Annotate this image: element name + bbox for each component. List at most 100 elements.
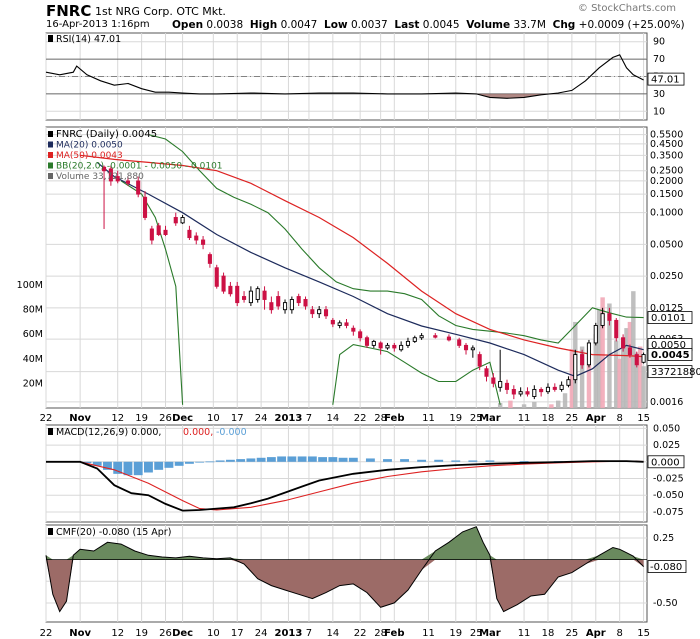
last-label: Last <box>394 19 420 31</box>
price-label-value: 0.0045 <box>651 350 690 361</box>
candle-body <box>180 217 185 224</box>
x-tick-label-upper: 24 <box>255 413 268 424</box>
candle-body <box>552 386 557 390</box>
rsi-last-box <box>647 72 685 86</box>
candle-body <box>248 290 253 304</box>
candle-body <box>142 196 148 218</box>
company-name: 1st NRG Corp. OTC Mkt. <box>95 5 226 18</box>
price-tick-label: 0.0125 <box>650 303 683 314</box>
candle-body <box>187 229 192 239</box>
cmf-last-value: -0.080 <box>650 562 682 573</box>
price-label-value: 0.0101 <box>651 313 686 324</box>
price-tick-label: 0.0250 <box>650 271 683 282</box>
candle-body <box>303 299 308 307</box>
quote-stats: Open 0.0038 High 0.0047 Low 0.0037 Last … <box>172 19 685 31</box>
price-label-box <box>647 311 693 324</box>
macd-panel <box>45 424 648 523</box>
price-legend-item: FNRC (Daily) 0.0045 <box>56 129 157 140</box>
macd-histogram-bar <box>318 457 328 462</box>
volume-bar <box>497 403 503 408</box>
chg-label: Chg <box>552 19 576 31</box>
low-label: Low <box>324 19 348 31</box>
macd-histogram-bar <box>236 459 246 462</box>
x-tick-label-lower: 26 <box>159 628 172 639</box>
candle-body <box>634 354 639 366</box>
macd-tick-label: 0.050 <box>653 423 680 434</box>
candle-body <box>289 299 294 311</box>
x-tick-label-upper: 10 <box>207 413 220 424</box>
macd-histogram-bar <box>297 456 307 462</box>
macd-legend-hist: -0.000 <box>216 427 247 438</box>
low-value: 0.0037 <box>350 19 388 31</box>
open-label: Open <box>172 19 204 31</box>
macd-histogram-bar <box>82 461 92 464</box>
price-panel <box>45 126 648 409</box>
last-value: 0.0045 <box>422 19 460 31</box>
cmf-tick-label: -0.50 <box>653 598 678 609</box>
candle-body <box>378 342 383 349</box>
x-tick-label-lower: 11 <box>422 628 435 639</box>
macd-histogram-bar <box>113 461 123 474</box>
macd-histogram-bar <box>417 459 427 462</box>
price-tick-label: 0.5500 <box>650 130 683 141</box>
price-tick-label: 0.4500 <box>650 139 683 150</box>
x-tick-label-upper: 11 <box>518 413 531 424</box>
candle-body <box>457 339 462 346</box>
price-legend-swatch <box>48 162 53 169</box>
candle-body <box>477 354 482 367</box>
candle-body <box>136 180 141 195</box>
x-tick-label-lower: Apr <box>586 628 606 639</box>
x-tick-label-lower: 12 <box>111 628 124 639</box>
x-tick-label-upper: 25 <box>470 413 483 424</box>
candle-body <box>125 180 131 184</box>
candle-body <box>255 288 260 300</box>
volume-value: 33.7M <box>513 19 546 31</box>
candle-body <box>627 347 632 356</box>
x-tick-label-upper: 7 <box>306 413 312 424</box>
x-tick-label-upper: 2013 <box>275 413 303 424</box>
candle-body <box>385 344 390 349</box>
candle-body <box>463 344 469 351</box>
macd-histogram-bar <box>103 461 112 470</box>
x-tick-label-lower: 28 <box>374 628 387 639</box>
x-tick-label-upper: 22 <box>40 413 53 424</box>
candle-body <box>371 340 376 346</box>
macd-tick-label: -0.075 <box>653 507 684 518</box>
candle-body <box>491 377 496 384</box>
x-tick-label-lower: 7 <box>306 628 312 639</box>
macd-histogram-bar <box>154 461 164 470</box>
candle-body <box>149 228 154 241</box>
candle-body <box>317 309 322 315</box>
volume-bar <box>532 401 537 408</box>
macd-histogram-bar <box>225 459 235 462</box>
price-legend-item: MA(50) 0.0043 <box>56 151 123 161</box>
candle-body <box>580 354 585 366</box>
candle-body <box>573 354 578 381</box>
volume-bar <box>562 393 568 408</box>
macd-histogram-bar <box>328 457 338 462</box>
volume-tick-label: 80M <box>23 305 43 316</box>
x-tick-label-upper: Dec <box>172 413 193 424</box>
price-label-box <box>647 365 693 379</box>
candle-body <box>276 296 281 307</box>
rsi-legend: RSI(14) 47.01 <box>56 34 121 45</box>
rsi-tick-label: 90 <box>653 37 665 48</box>
macd-legend-swatch <box>48 428 53 435</box>
x-tick-label-upper: 25 <box>566 413 579 424</box>
candle-body <box>364 337 370 346</box>
candle-body <box>108 168 113 182</box>
price-tick-label: 0.0500 <box>650 239 683 250</box>
x-tick-label-upper: 17 <box>231 413 244 424</box>
cmf-negative-area <box>46 559 644 612</box>
x-tick-label-upper: 19 <box>135 413 148 424</box>
x-tick-label-lower: 25 <box>566 628 579 639</box>
x-tick-label-upper: 11 <box>422 413 435 424</box>
candle-body <box>433 335 438 338</box>
volume-bar <box>549 404 554 408</box>
candle-body <box>559 384 564 390</box>
volume-bar <box>641 366 646 408</box>
candle-body <box>470 347 475 351</box>
x-tick-label-upper: 14 <box>326 413 339 424</box>
candle-body <box>518 391 523 395</box>
candle-body <box>269 302 274 311</box>
